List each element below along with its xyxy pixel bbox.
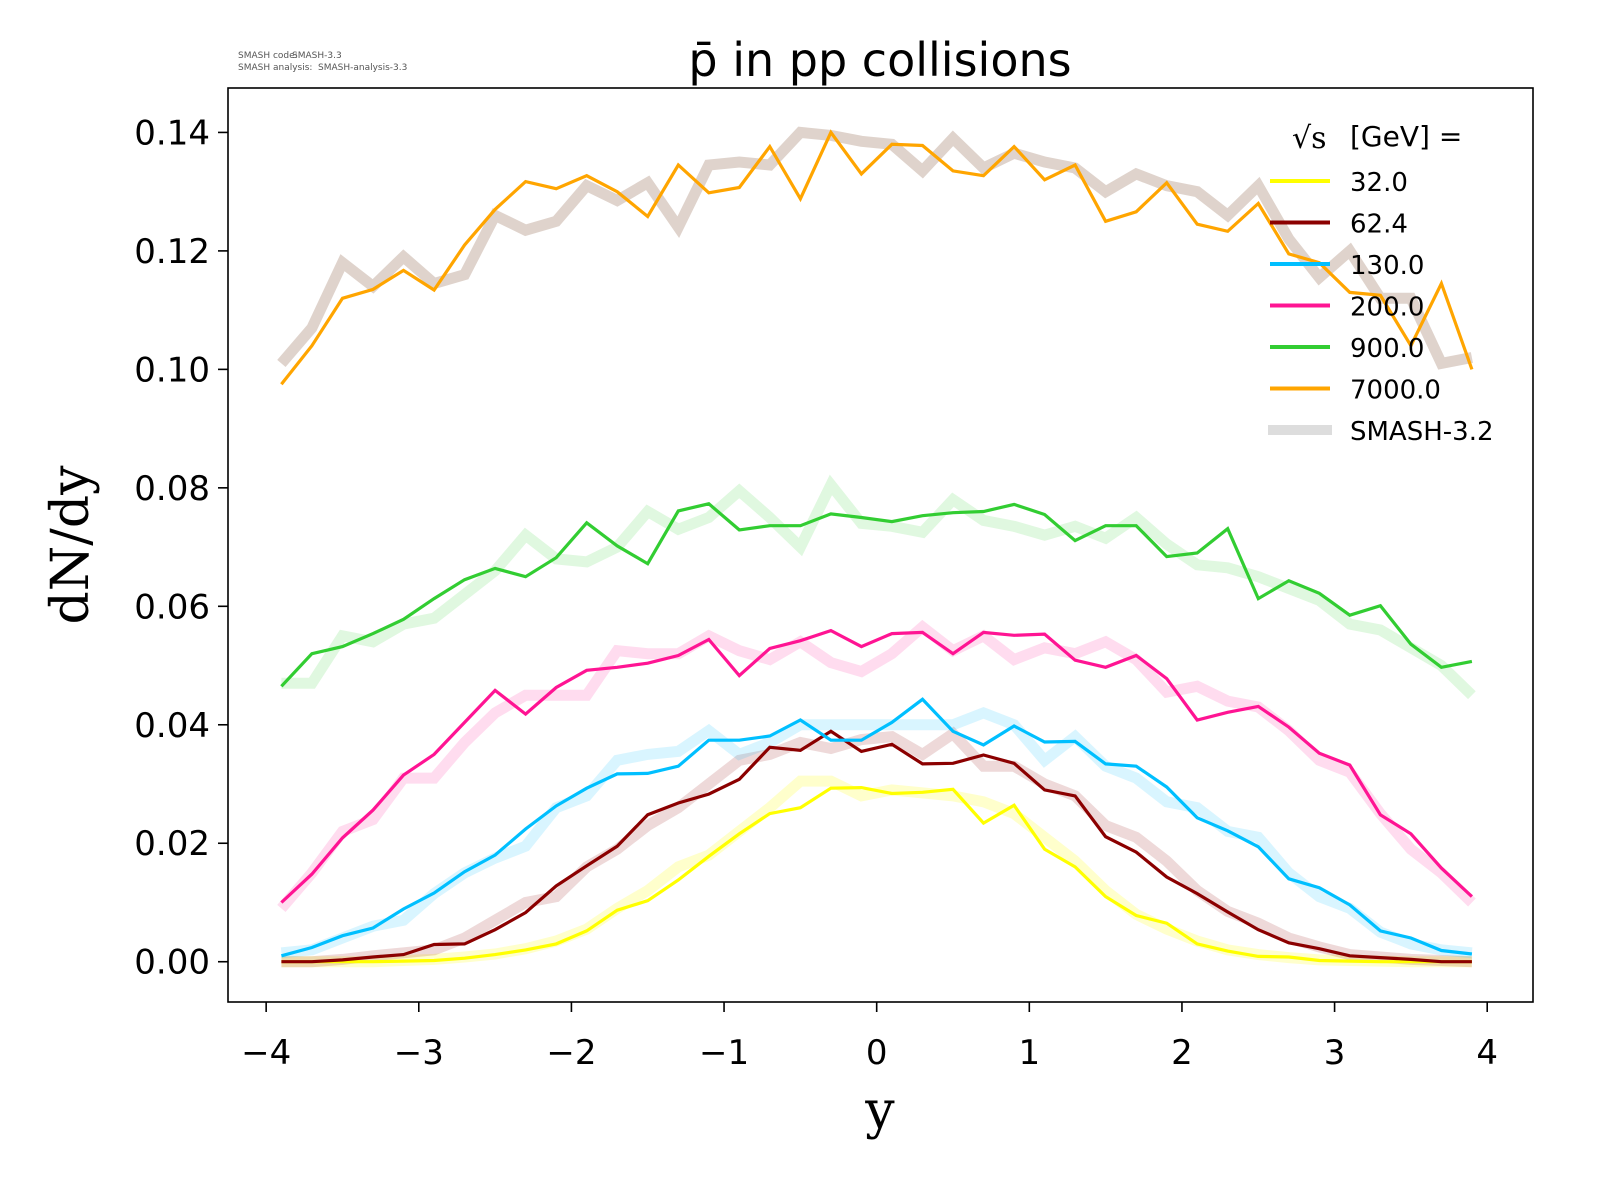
legend-label: 900.0 [1350,334,1424,364]
x-tick-label: −2 [546,1033,596,1073]
legend-label: 62.4 [1350,210,1408,240]
series-lines [280,129,1474,964]
legend-label: 32.0 [1350,168,1408,198]
y-tick-label: 0.04 [134,706,210,746]
legend-title: [GeV] = [1350,120,1462,153]
reference-line-130-0 [280,706,1473,959]
y-axis-label: dN/dy [41,465,101,625]
series-line-62-4 [281,729,1472,964]
y-axis: 0.00 0.02 0.04 0.06 0.08 0.10 0.12 0.14 [134,113,228,983]
series-line-200-0 [280,628,1473,904]
series-line-900-0 [280,502,1473,688]
reference-line-900-0 [281,474,1476,700]
legend-label: 130.0 [1350,251,1424,281]
reference-line-200-0 [277,619,1476,912]
reference-line-62-4 [281,726,1473,968]
y-tick-label: 0.12 [134,232,210,272]
x-tick-label: 1 [1018,1033,1040,1073]
legend-label-reference: SMASH-3.2 [1350,417,1494,447]
y-tick-label: 0.06 [134,587,210,627]
x-tick-label: 3 [1324,1033,1346,1073]
x-tick-label: 4 [1476,1033,1498,1073]
x-tick-label: 0 [866,1033,888,1073]
x-tick-label: −4 [241,1033,291,1073]
smash-code-value: SMASH-3.3 [292,51,342,61]
x-axis: −4 −3 −2 −1 0 1 2 3 4 [241,1002,1498,1073]
y-tick-label: 0.02 [134,824,210,864]
smash-analysis-value: SMASH-analysis-3.3 [318,63,407,73]
legend-label: 7000.0 [1350,376,1441,406]
legend-title-symbol: √s [1292,121,1327,156]
series-line-130-0 [280,697,1473,958]
smash-code-label: SMASH code: [238,51,298,61]
y-tick-label: 0.14 [134,113,210,153]
x-tick-label: −1 [699,1033,749,1073]
plot-frame [227,87,1534,1003]
smash-analysis-label: SMASH analysis: [238,63,312,73]
y-tick-label: 0.08 [134,469,210,509]
x-tick-label: −3 [394,1033,444,1073]
x-tick-label: 2 [1171,1033,1193,1073]
reference-line-7000-0 [277,126,1473,370]
legend-label: 200.0 [1350,293,1424,323]
chart-title: p̄ in pp collisions [688,33,1071,87]
x-axis-label: y [864,1081,895,1141]
y-tick-label: 0.10 [134,350,210,390]
legend: √s [GeV] = 32.0 62.4 130.0 200.0 900.0 7000.0 SM… [1268,120,1494,447]
y-tick-label: 0.00 [134,943,210,983]
series-line-32-0 [281,785,1472,964]
series-line-7000-0 [280,129,1474,386]
